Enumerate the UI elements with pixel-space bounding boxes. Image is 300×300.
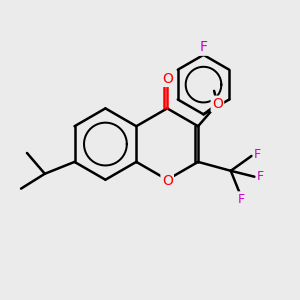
Text: O: O [212, 97, 223, 111]
Text: F: F [254, 148, 261, 161]
Text: F: F [200, 40, 208, 55]
Text: F: F [238, 193, 245, 206]
Text: F: F [257, 170, 264, 183]
Text: O: O [162, 174, 172, 188]
Text: O: O [162, 72, 172, 86]
